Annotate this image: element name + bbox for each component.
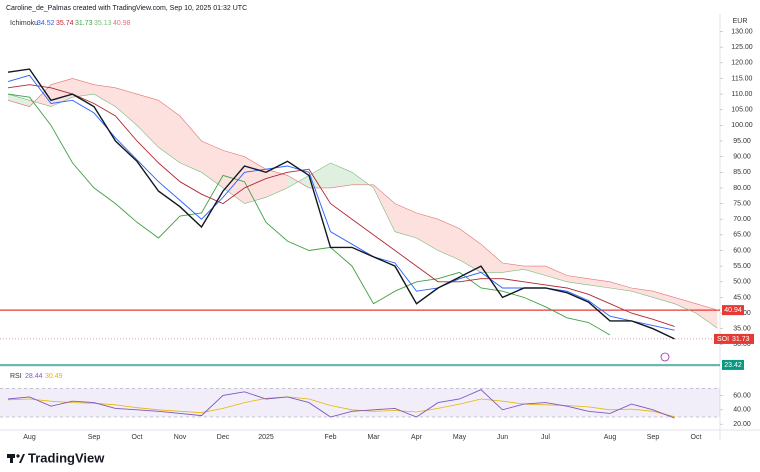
y-tick-label: 65.00 bbox=[733, 232, 751, 239]
x-tick-label: Aug bbox=[604, 434, 617, 441]
cloud-segment bbox=[8, 94, 30, 107]
cloud-segment bbox=[266, 169, 288, 198]
series-line bbox=[7, 93, 611, 336]
price-label-box bbox=[722, 359, 744, 370]
rsi-tick-label: 40.00 bbox=[733, 407, 751, 414]
rsi-tick-label: 60.00 bbox=[733, 392, 751, 399]
y-tick-label: 60.00 bbox=[733, 247, 751, 254]
price-label-box bbox=[722, 305, 744, 316]
logo-shape bbox=[16, 454, 20, 458]
y-tick-label: 35.00 bbox=[733, 326, 751, 333]
cloud-segment bbox=[395, 203, 417, 238]
x-tick-label: Oct bbox=[132, 434, 143, 441]
x-tick-label: 2025 bbox=[258, 434, 274, 441]
cloud-segment bbox=[309, 162, 331, 188]
series-line bbox=[7, 84, 675, 327]
price-tag-name: SOI bbox=[717, 336, 729, 343]
x-tick-label: Sep bbox=[88, 434, 101, 441]
rsi-line bbox=[7, 389, 675, 419]
logo bbox=[7, 454, 25, 463]
x-tick-label: Dec bbox=[217, 434, 230, 441]
cloud-segment bbox=[459, 228, 481, 273]
rsi-name: RSI bbox=[10, 373, 22, 380]
y-tick-label: 115.00 bbox=[732, 75, 753, 82]
legend-value: 35.74 bbox=[56, 20, 74, 27]
cloud-segment bbox=[115, 87, 137, 126]
y-tick-label: 105.00 bbox=[731, 107, 753, 114]
price-label: 23.42 bbox=[724, 362, 742, 369]
header: Caroline_de_Palmas created with TradingV… bbox=[6, 5, 247, 12]
x-tick-label: Oct bbox=[691, 434, 702, 441]
series-line bbox=[7, 74, 675, 331]
x-tick-label: Jun bbox=[497, 434, 508, 441]
y-tick-label: 50.00 bbox=[733, 279, 751, 286]
indicator-name: Ichimoku bbox=[10, 20, 38, 27]
y-tick-label: 110.00 bbox=[732, 91, 753, 98]
y-tick-label: 55.00 bbox=[733, 263, 751, 270]
cloud-segment bbox=[674, 297, 696, 314]
legend-value: 34.52 bbox=[37, 20, 55, 27]
y-tick-label: 30.00 bbox=[733, 341, 751, 348]
y-tick-label: 85.00 bbox=[733, 169, 751, 176]
y-tick-label: 95.00 bbox=[733, 138, 751, 145]
x-tick-label: Jul bbox=[541, 434, 550, 441]
x-tick-label: May bbox=[453, 434, 467, 441]
cloud-segment bbox=[481, 244, 503, 273]
x-tick-label: Nov bbox=[174, 434, 187, 441]
cloud-segment bbox=[653, 291, 675, 304]
cloud-segment bbox=[330, 162, 352, 188]
cloud-segment bbox=[524, 266, 546, 276]
series-line bbox=[7, 93, 718, 329]
rsi-legend-value: 30.49 bbox=[45, 373, 63, 380]
legend-value: 31.73 bbox=[75, 20, 93, 27]
logo-shape bbox=[19, 454, 25, 463]
cloud-segment bbox=[223, 150, 245, 204]
price-label: 40.94 bbox=[724, 307, 742, 314]
legend-value: 35.13 bbox=[94, 20, 112, 27]
y-tick-label: 90.00 bbox=[733, 153, 751, 160]
price-tag-box bbox=[714, 333, 754, 344]
rsi-legend-value: 28.44 bbox=[25, 373, 43, 380]
y-tick-label: 80.00 bbox=[733, 185, 751, 192]
cloud-segment bbox=[438, 219, 460, 260]
x-tick-label: Sep bbox=[647, 434, 660, 441]
y-tick-label: 75.00 bbox=[733, 200, 751, 207]
x-tick-label: Mar bbox=[367, 434, 380, 441]
event-marker[interactable] bbox=[660, 352, 670, 362]
legend-value: 40.98 bbox=[113, 20, 131, 27]
footer-brand: TradingView bbox=[28, 450, 105, 465]
rsi-tick-label: 20.00 bbox=[733, 421, 751, 428]
y-tick-label: 45.00 bbox=[733, 294, 751, 301]
price-tag-value: 31.73 bbox=[732, 336, 750, 343]
cloud-segment bbox=[373, 184, 395, 232]
cloud-segment bbox=[158, 100, 180, 163]
cloud-segment bbox=[201, 141, 223, 188]
series-line bbox=[7, 68, 675, 340]
y-tick-label: 100.00 bbox=[731, 122, 753, 129]
currency: EUR bbox=[733, 18, 748, 25]
x-tick-label: Aug bbox=[23, 434, 36, 441]
cloud-segment bbox=[137, 94, 159, 148]
y-tick-label: 125.00 bbox=[731, 44, 753, 51]
cloud-segment bbox=[180, 115, 202, 173]
cloud-segment bbox=[588, 278, 610, 289]
logo-shape bbox=[10, 454, 13, 463]
x-tick-label: Feb bbox=[324, 434, 336, 441]
series-line bbox=[7, 78, 718, 311]
y-tick-label: 70.00 bbox=[733, 216, 751, 223]
y-tick-label: 130.00 bbox=[731, 28, 753, 35]
y-tick-label: 120.00 bbox=[731, 60, 753, 67]
cloud-segment bbox=[545, 266, 567, 282]
cloud-segment bbox=[94, 84, 116, 107]
x-tick-label: Apr bbox=[411, 434, 423, 441]
